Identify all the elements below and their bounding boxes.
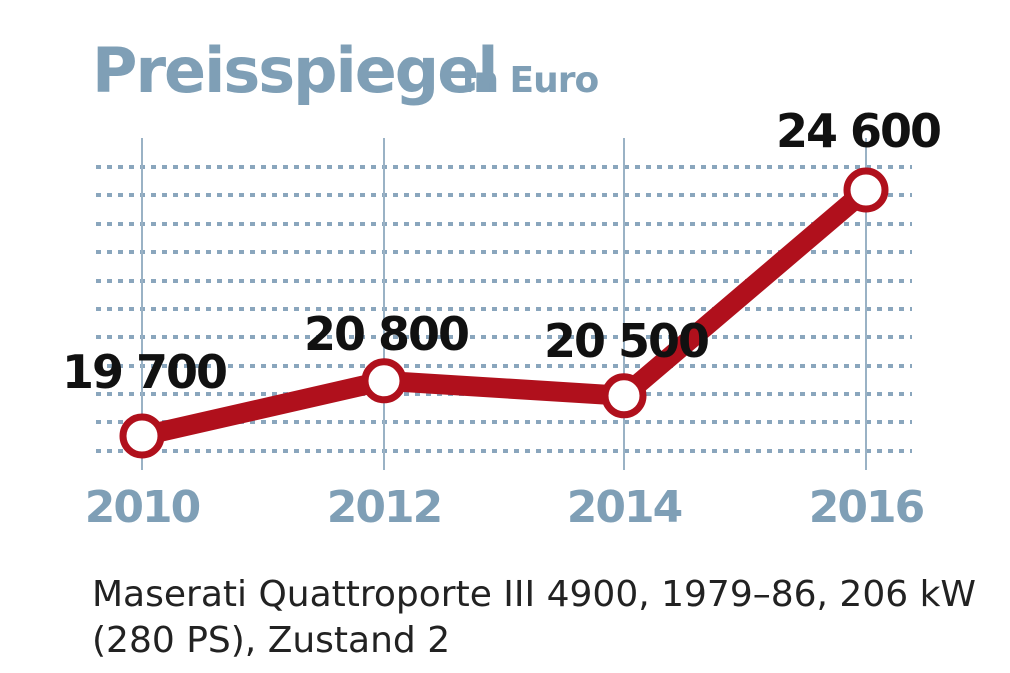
x-tick-2016: 2016 bbox=[809, 482, 924, 533]
data-label-2012: 20 800 bbox=[304, 307, 468, 361]
data-point-2014 bbox=[601, 373, 647, 419]
data-point-2010 bbox=[119, 413, 165, 459]
data-label-2016: 24 600 bbox=[776, 104, 940, 158]
data-label-2014: 20 500 bbox=[544, 314, 708, 368]
series-group bbox=[132, 180, 876, 446]
x-axis-ticks: 2010 2012 2014 2016 bbox=[85, 482, 926, 533]
caption-line-1: Maserati Quattroporte III 4900, 1979–86,… bbox=[92, 574, 976, 615]
data-labels: 19 700 20 800 20 500 24 600 bbox=[62, 104, 942, 399]
x-tick-2010: 2010 bbox=[85, 482, 200, 533]
data-point-2016 bbox=[843, 167, 889, 213]
data-label-2010: 19 700 bbox=[62, 345, 226, 399]
caption-line-2: (280 PS), Zustand 2 bbox=[92, 620, 450, 661]
x-tick-2012: 2012 bbox=[327, 482, 441, 533]
chart-title: Preisspiegel bbox=[92, 34, 497, 107]
chart-subtitle: in Euro bbox=[462, 60, 598, 101]
markers-group bbox=[119, 167, 889, 459]
data-point-2012 bbox=[361, 358, 407, 404]
series-line bbox=[132, 180, 876, 446]
x-tick-2014: 2014 bbox=[567, 482, 682, 533]
